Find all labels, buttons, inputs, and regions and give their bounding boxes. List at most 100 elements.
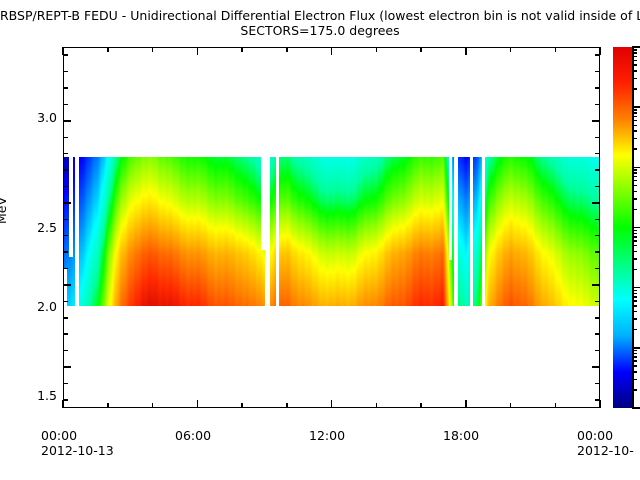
colorbar-tick-minor — [632, 55, 637, 58]
y-axis-title: MeV — [0, 196, 9, 224]
x-tick-minor — [151, 403, 154, 408]
y-tick-minor-right — [595, 169, 600, 171]
colorbar-tick-minor — [632, 130, 637, 132]
x-tick-major-top — [599, 47, 601, 55]
x-tick-minor-top — [375, 47, 377, 52]
colorbar-tick-major — [632, 226, 640, 229]
colorbar-tick-minor — [632, 356, 637, 358]
x-tick-label-3: 18:00 — [443, 428, 480, 443]
chart-title-line1: RBSP/REPT-B FEDU - Unidirectional Differ… — [0, 8, 640, 23]
colorbar-tick-minor — [632, 258, 637, 260]
y-tick-minor — [63, 251, 68, 253]
plot-area[interactable] — [63, 47, 600, 408]
y-tick-major — [63, 202, 71, 204]
y-tick-major-right — [592, 202, 600, 204]
y-tick-minor-right — [595, 54, 600, 56]
colorbar-tick-minor — [632, 148, 637, 150]
x-tick-major — [62, 400, 64, 408]
x-tick-minor — [286, 403, 288, 408]
y-tick-minor — [63, 87, 68, 89]
y-tick-major — [63, 284, 71, 286]
colorbar-tick-minor — [632, 229, 637, 231]
y-tick-minor — [63, 169, 68, 171]
y-tick-minor — [63, 333, 68, 335]
chart-title: RBSP/REPT-B FEDU - Unidirectional Differ… — [0, 8, 640, 38]
colorbar-tick-minor — [632, 236, 637, 238]
x-tick-major-top — [330, 47, 333, 55]
colorbar-tick-minor — [632, 250, 637, 253]
x-tick-minor-top — [107, 47, 109, 52]
y-tick-minor — [63, 185, 68, 188]
colorbar-tick-minor — [632, 349, 637, 352]
x-tick-minor — [241, 403, 243, 408]
chart-title-line2: SECTORS=175.0 degrees — [240, 23, 400, 38]
spectrogram-data-band — [64, 157, 599, 307]
colorbar-tick-minor — [632, 64, 637, 66]
x-tick-label-2: 12:00 — [309, 428, 346, 443]
data-gap-partial — [69, 157, 74, 258]
colorbar-tick-minor — [632, 112, 637, 114]
colorbar-tick-minor — [632, 240, 637, 242]
y-tick-minor — [63, 70, 68, 73]
y-tick-minor-right — [595, 70, 600, 73]
x-tick-minor — [509, 403, 512, 408]
plot-inner — [64, 48, 599, 407]
data-gap — [265, 157, 271, 307]
data-gap-partial — [448, 157, 452, 261]
colorbar-tick-major — [632, 106, 640, 108]
colorbar-tick-minor — [632, 378, 637, 381]
colorbar-tick-minor — [632, 77, 637, 80]
y-tick-minor — [63, 234, 68, 237]
data-gap — [482, 157, 486, 307]
y-tick-minor-right — [595, 234, 600, 237]
colorbar-tick-major — [632, 347, 640, 349]
y-tick-minor-right — [595, 317, 600, 319]
y-tick-minor-right — [595, 251, 600, 253]
colorbar-tick-minor — [632, 179, 637, 182]
colorbar-tick-minor — [632, 365, 637, 367]
x-tick-minor — [554, 403, 556, 408]
x-tick-label-1: 06:00 — [175, 428, 212, 443]
colorbar-tick-minor — [632, 137, 637, 140]
y-tick-minor — [63, 317, 68, 319]
colorbar-tick-minor — [632, 292, 637, 295]
colorbar-tick-minor — [632, 52, 637, 54]
x-tick-major-top — [196, 47, 198, 55]
colorbar-tick-minor — [632, 300, 637, 302]
colorbar-tick-minor — [632, 232, 637, 235]
data-gap — [275, 157, 280, 307]
colorbar-tick-major — [632, 166, 640, 169]
colorbar-tick-minor — [632, 88, 637, 90]
data-gap — [75, 157, 80, 307]
colorbar-tick-minor — [632, 305, 637, 307]
y-tick-minor-right — [595, 349, 600, 352]
x-tick-minor-top — [509, 47, 512, 52]
colorbar[interactable] — [613, 47, 632, 408]
y-tick-minor-right — [595, 185, 600, 188]
y-tick-major-right — [592, 120, 600, 122]
data-gap — [469, 157, 473, 307]
colorbar-tick-minor — [632, 119, 637, 122]
x-tick-label-4: 00:00 — [577, 428, 614, 443]
y-tick-minor — [63, 218, 68, 221]
x-date-label-left: 2012-10-13 — [41, 443, 114, 458]
y-tick-minor-right — [595, 382, 600, 385]
colorbar-gradient — [613, 47, 632, 408]
x-tick-major-top — [62, 47, 64, 55]
x-tick-major — [465, 400, 467, 408]
colorbar-tick-minor — [632, 289, 637, 292]
x-tick-major — [330, 400, 333, 408]
x-tick-minor — [107, 403, 109, 408]
colorbar-tick-minor — [632, 296, 637, 298]
data-gap-partial — [261, 157, 265, 250]
colorbar-tick-minor — [632, 310, 637, 313]
colorbar-tick-minor — [632, 124, 637, 127]
y-tick-minor-right — [595, 103, 600, 106]
y-tick-minor — [63, 136, 68, 138]
heatmap-canvas — [64, 157, 599, 307]
data-gap — [454, 157, 458, 307]
colorbar-tick-minor — [632, 59, 637, 62]
y-tick-major — [63, 366, 71, 368]
y-tick-minor-right — [595, 87, 600, 89]
